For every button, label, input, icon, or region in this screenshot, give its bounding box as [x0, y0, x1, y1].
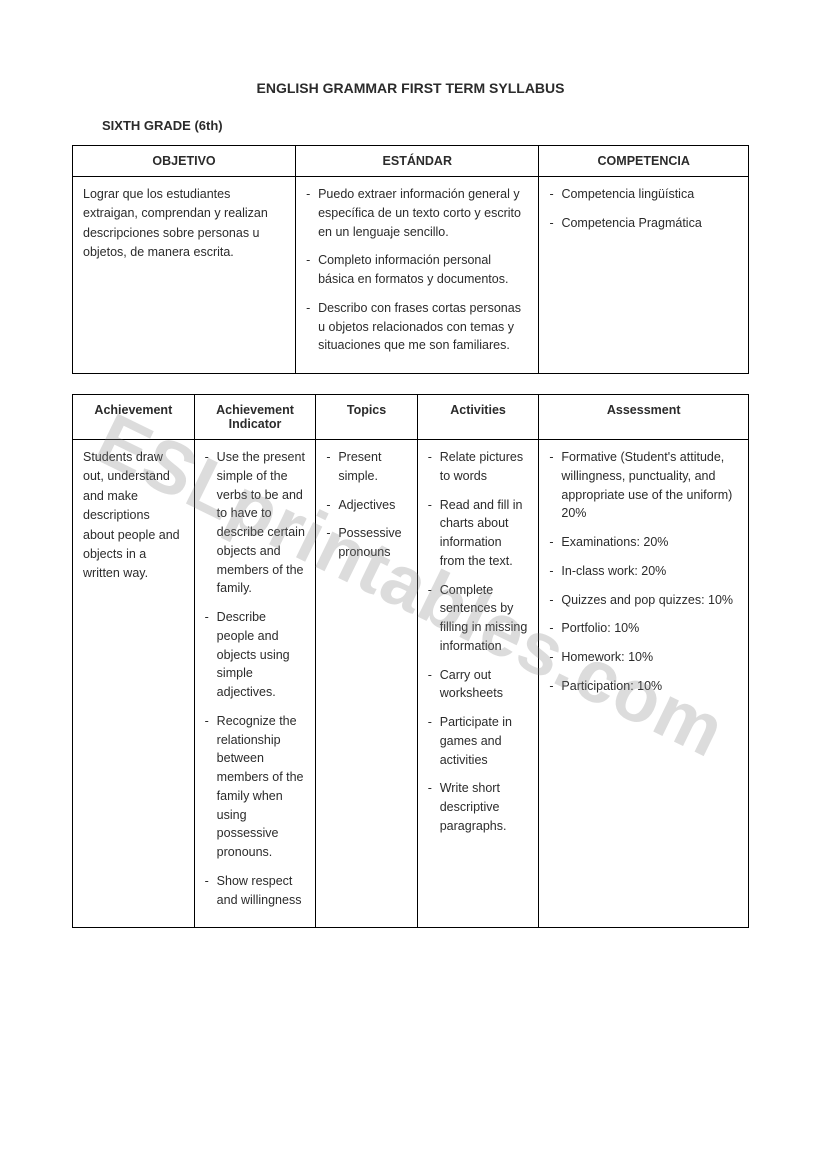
- page-title: ENGLISH GRAMMAR FIRST TERM SYLLABUS: [72, 80, 749, 96]
- list-item: Portfolio: 10%: [549, 619, 738, 638]
- list-item: Complete sentences by filling in missing…: [428, 581, 529, 656]
- list-item: Competencia lingüística: [549, 185, 738, 204]
- list-item: Read and fill in charts about informatio…: [428, 496, 529, 571]
- list-item: Puedo extraer información general y espe…: [306, 185, 528, 241]
- list-item: Homework: 10%: [549, 648, 738, 667]
- col-activities: Activities: [417, 395, 539, 440]
- cell-achievement: Students draw out, understand and make d…: [73, 440, 195, 928]
- list-item: Completo información personal básica en …: [306, 251, 528, 289]
- cell-estandar: Puedo extraer información general y espe…: [296, 177, 539, 374]
- list-item: Recognize the relationship between membe…: [205, 712, 306, 862]
- list-item: Examinations: 20%: [549, 533, 738, 552]
- cell-competencia: Competencia lingüística Competencia Prag…: [539, 177, 749, 374]
- cell-activities: Relate pictures to words Read and fill i…: [417, 440, 539, 928]
- col-estandar: ESTÁNDAR: [296, 146, 539, 177]
- list-item: Present simple.: [326, 448, 406, 486]
- list-item: Adjectives: [326, 496, 406, 515]
- cell-topics: Present simple. Adjectives Possessive pr…: [316, 440, 417, 928]
- list-item: Use the present simple of the verbs to b…: [205, 448, 306, 598]
- grade-subtitle: SIXTH GRADE (6th): [102, 118, 749, 133]
- cell-indicator: Use the present simple of the verbs to b…: [194, 440, 316, 928]
- syllabus-table: Achievement Achievement Indicator Topics…: [72, 394, 749, 928]
- objetivo-text: Lograr que los estudiantes extraigan, co…: [83, 185, 285, 263]
- cell-objetivo: Lograr que los estudiantes extraigan, co…: [73, 177, 296, 374]
- list-item: Formative (Student's attitude, willingne…: [549, 448, 738, 523]
- list-item: Write short descriptive paragraphs.: [428, 779, 529, 835]
- col-indicator: Achievement Indicator: [194, 395, 316, 440]
- col-assessment: Assessment: [539, 395, 749, 440]
- col-achievement: Achievement: [73, 395, 195, 440]
- col-competencia: COMPETENCIA: [539, 146, 749, 177]
- list-item: Participation: 10%: [549, 677, 738, 696]
- list-item: Describo con frases cortas personas u ob…: [306, 299, 528, 355]
- list-item: Relate pictures to words: [428, 448, 529, 486]
- list-item: Quizzes and pop quizzes: 10%: [549, 591, 738, 610]
- achievement-text: Students draw out, understand and make d…: [83, 448, 184, 584]
- list-item: Participate in games and activities: [428, 713, 529, 769]
- list-item: Possessive pronouns: [326, 524, 406, 562]
- col-topics: Topics: [316, 395, 417, 440]
- list-item: Competencia Pragmática: [549, 214, 738, 233]
- list-item: Describe people and objects using simple…: [205, 608, 306, 702]
- objectives-table: OBJETIVO ESTÁNDAR COMPETENCIA Lograr que…: [72, 145, 749, 374]
- list-item: In-class work: 20%: [549, 562, 738, 581]
- list-item: Carry out worksheets: [428, 666, 529, 704]
- cell-assessment: Formative (Student's attitude, willingne…: [539, 440, 749, 928]
- col-objetivo: OBJETIVO: [73, 146, 296, 177]
- list-item: Show respect and willingness: [205, 872, 306, 910]
